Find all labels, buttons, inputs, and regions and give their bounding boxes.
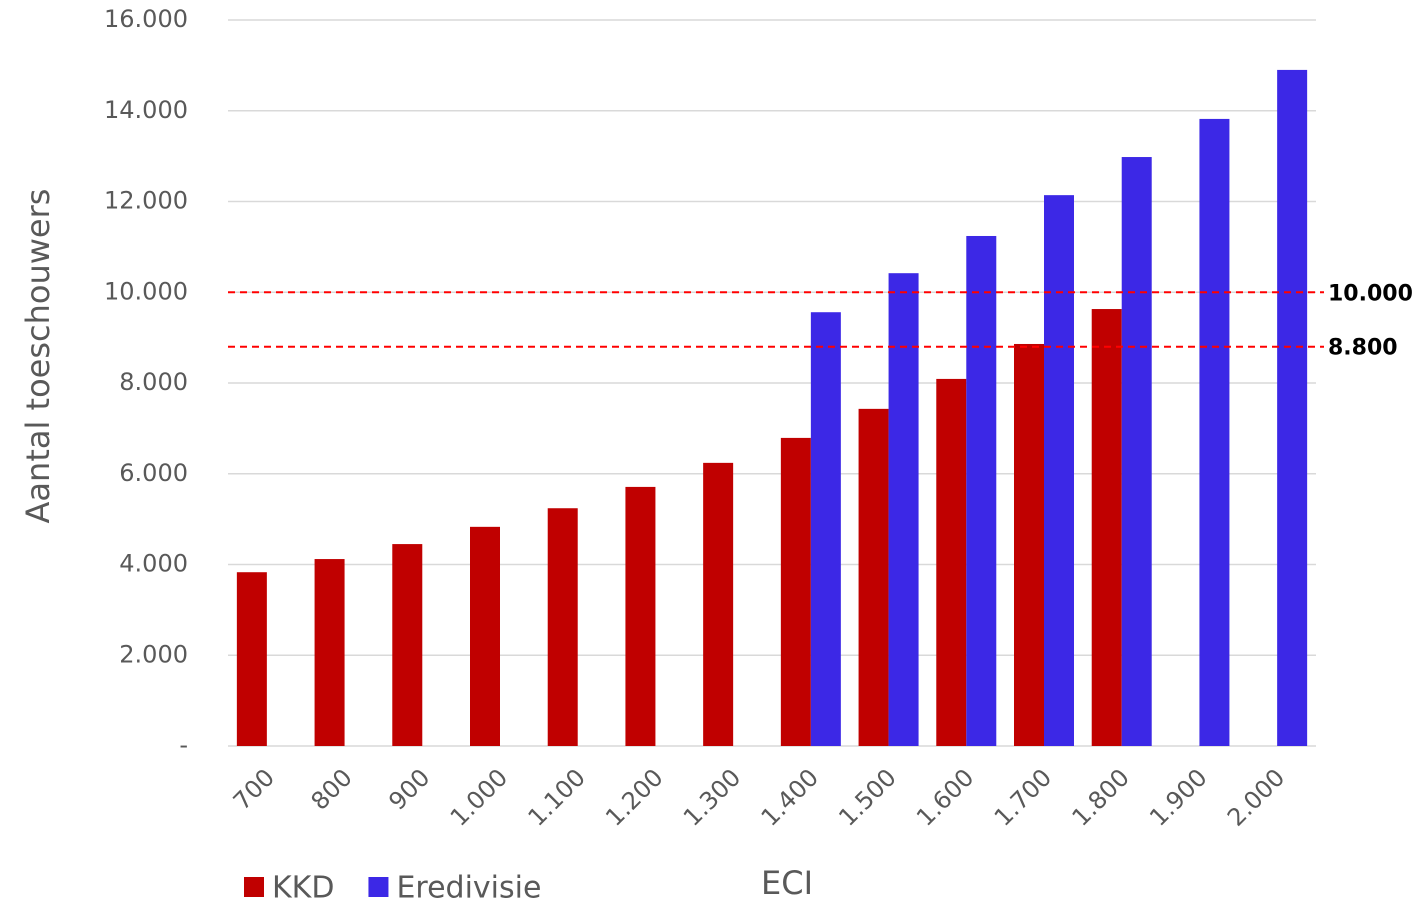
x-tick-label: 900 <box>383 763 435 815</box>
x-tick-label: 1.800 <box>1067 763 1135 831</box>
y-tick-label: 10.000 <box>104 277 188 305</box>
x-tick-label: 700 <box>228 763 280 815</box>
bar <box>811 312 841 746</box>
y-tick-label: 4.000 <box>119 550 188 578</box>
bar <box>1122 157 1152 746</box>
bar <box>470 527 500 746</box>
bar <box>392 544 422 746</box>
bar <box>1277 70 1307 746</box>
bar <box>936 379 966 746</box>
bar <box>1199 119 1229 746</box>
bar <box>889 273 919 746</box>
x-axis-title: ECI <box>761 864 813 902</box>
bar <box>1044 195 1074 746</box>
y-tick-label: 6.000 <box>119 459 188 487</box>
y-tick-label: - <box>179 731 188 759</box>
bar <box>237 572 267 746</box>
legend-swatch <box>244 877 264 897</box>
x-tick-label: 1.100 <box>523 763 591 831</box>
reference-label: 10.000 <box>1328 281 1413 306</box>
x-tick-label: 1.400 <box>756 763 824 831</box>
legend-label: KKD <box>272 871 334 905</box>
y-tick-label: 8.000 <box>119 368 188 396</box>
legend-label: Eredivisie <box>396 871 541 905</box>
y-tick-label: 12.000 <box>104 187 188 215</box>
bar <box>859 409 889 746</box>
reference-label: 8.800 <box>1328 336 1398 361</box>
x-tick-label: 1.500 <box>833 763 901 831</box>
bar <box>1014 344 1044 746</box>
x-tick-label: 2.000 <box>1222 763 1290 831</box>
x-tick-label: 1.300 <box>678 763 746 831</box>
y-axis-title: Aantal toeschouwers <box>19 189 57 524</box>
bar <box>781 438 811 746</box>
bar <box>625 487 655 746</box>
y-tick-label: 2.000 <box>119 640 188 668</box>
x-tick-label: 1.700 <box>989 763 1057 831</box>
chart: Aantal toeschouwers ECI - 2.000 4.000 6.000… <box>0 0 1424 905</box>
bar <box>966 236 996 746</box>
y-tick-label: 14.000 <box>104 96 188 124</box>
x-tick-label: 1.900 <box>1144 763 1212 831</box>
x-tick-label: 1.600 <box>911 763 979 831</box>
bar <box>548 508 578 746</box>
bar <box>703 463 733 746</box>
bar <box>315 559 345 746</box>
x-tick-label: 1.000 <box>445 763 513 831</box>
y-tick-label: 16.000 <box>104 5 188 33</box>
x-tick-label: 800 <box>306 763 358 815</box>
bar <box>1092 309 1122 746</box>
legend-swatch <box>368 877 388 897</box>
x-tick-label: 1.200 <box>600 763 668 831</box>
